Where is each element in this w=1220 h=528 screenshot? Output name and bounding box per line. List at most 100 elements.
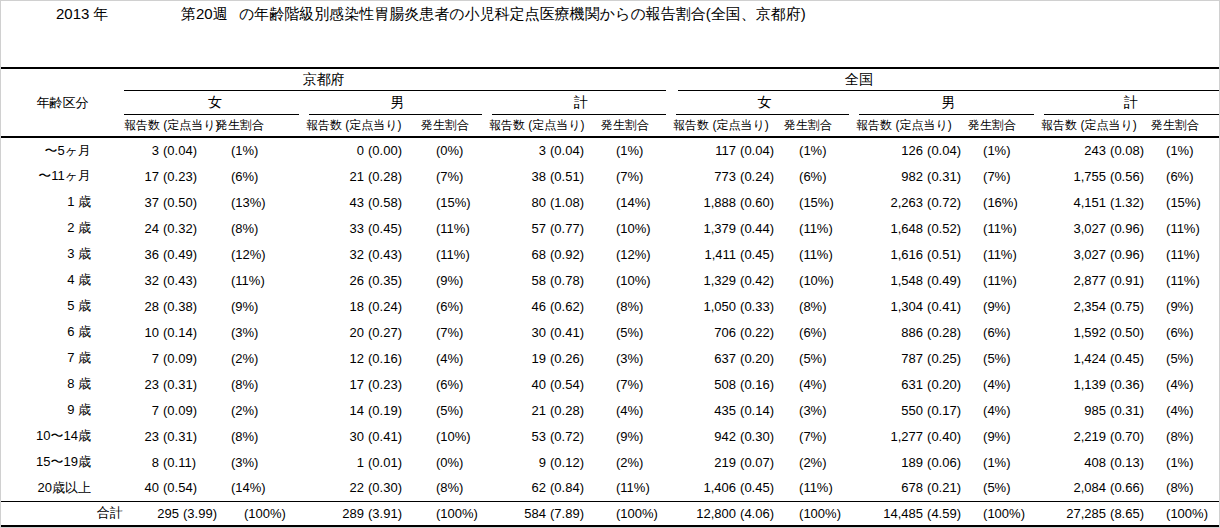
national-female-subheader-count-rate: 報告数 (定点当り): [673, 115, 784, 137]
kyoto-total-per-sentinel-rate: (0.78): [546, 267, 601, 293]
kyoto-male-occurrence-ratio: (6%): [421, 293, 489, 319]
national-female-per-sentinel-rate: (0.20): [736, 345, 784, 371]
kyoto-total-report-count: 9: [489, 449, 546, 475]
kyoto-male-occurrence-ratio: (10%): [421, 423, 489, 449]
national-male-per-sentinel-rate: (0.49): [923, 267, 968, 293]
kyoto-female-subheader-ratio: 発生割合: [216, 115, 306, 137]
title-week: 第20週: [181, 5, 228, 24]
kyoto-male-occurrence-ratio: (0%): [421, 137, 489, 163]
kyoto-male-per-sentinel-rate: (0.01): [364, 449, 421, 475]
kyoto-female-report-count: 24: [124, 215, 159, 241]
national-total-report-count: 1,424: [1041, 345, 1106, 371]
kyoto-male-per-sentinel-rate: (0.45): [364, 215, 421, 241]
kyoto-female-report-count: 295: [124, 501, 159, 526]
table-row: 4 歳32(0.43)(11%)26(0.35)(9%)58(0.78)(10%…: [1, 267, 1220, 293]
national-total-occurrence-ratio: (4%): [1151, 371, 1220, 397]
kyoto-female-occurrence-ratio: (1%): [216, 137, 306, 163]
national-female-occurrence-ratio: (100%): [784, 501, 856, 526]
national-female-report-count: 637: [673, 345, 736, 371]
kyoto-female-per-sentinel-rate: (0.32): [159, 215, 216, 241]
kyoto-female-per-sentinel-rate: (0.50): [159, 189, 216, 215]
count-rate-label: 報告数 (定点当り): [1041, 118, 1137, 132]
national-total-per-sentinel-rate: (0.08): [1106, 137, 1151, 163]
kyoto-female-occurrence-ratio: (3%): [216, 319, 306, 345]
national-total-report-count: 3,027: [1041, 215, 1106, 241]
national-male-report-count: 1,648: [856, 215, 923, 241]
national-total-report-count: 4,151: [1041, 189, 1106, 215]
kyoto-total-report-count: 30: [489, 319, 546, 345]
table-body: 〜5ヶ月3(0.04)(1%)0(0.00)(0%)3(0.04)(1%)117…: [1, 137, 1220, 526]
kyoto-male-report-count: 12: [306, 345, 364, 371]
kyoto-total-report-count: 19: [489, 345, 546, 371]
national-male-per-sentinel-rate: (0.17): [923, 397, 968, 423]
national-male-report-count: 678: [856, 475, 923, 501]
count-rate-label: 報告数 (定点当り): [124, 118, 220, 132]
national-female-occurrence-ratio: (11%): [784, 241, 856, 267]
gender-header-national-female: 女: [673, 91, 856, 115]
kyoto-male-per-sentinel-rate: (0.30): [364, 475, 421, 501]
kyoto-total-per-sentinel-rate: (0.41): [546, 319, 601, 345]
kyoto-male-report-count: 26: [306, 267, 364, 293]
region-label-kyoto: 京都府: [303, 71, 345, 87]
gender-label: 女: [758, 94, 772, 110]
national-female-per-sentinel-rate: (0.42): [736, 267, 784, 293]
national-male-report-count: 631: [856, 371, 923, 397]
table-row: 20歳以上40(0.54)(14%)22(0.30)(8%)62(0.84)(1…: [1, 475, 1220, 501]
kyoto-total-occurrence-ratio: (10%): [601, 215, 673, 241]
table-row: 9 歳7(0.09)(2%)14(0.19)(5%)21(0.28)(4%)43…: [1, 397, 1220, 423]
national-male-report-count: 14,485: [856, 501, 923, 526]
kyoto-female-report-count: 7: [124, 345, 159, 371]
national-male-report-count: 982: [856, 163, 923, 189]
kyoto-female-per-sentinel-rate: (0.11): [159, 449, 216, 475]
national-female-report-count: 1,888: [673, 189, 736, 215]
age-label: 10〜14歳: [1, 423, 124, 449]
age-label: 1 歳: [1, 189, 124, 215]
national-total-subheader-count-rate: 報告数 (定点当り): [1041, 115, 1151, 137]
national-male-occurrence-ratio: (9%): [968, 293, 1041, 319]
kyoto-male-subheader-ratio: 発生割合: [421, 115, 489, 137]
kyoto-female-occurrence-ratio: (11%): [216, 267, 306, 293]
kyoto-total-report-count: 38: [489, 163, 546, 189]
ratio-label: 発生割合: [968, 118, 1016, 132]
count-rate-label: 報告数 (定点当り): [856, 118, 952, 132]
national-female-per-sentinel-rate: (0.30): [736, 423, 784, 449]
national-total-per-sentinel-rate: (0.75): [1106, 293, 1151, 319]
kyoto-male-occurrence-ratio: (0%): [421, 449, 489, 475]
kyoto-total-per-sentinel-rate: (0.54): [546, 371, 601, 397]
national-male-report-count: 787: [856, 345, 923, 371]
national-female-report-count: 942: [673, 423, 736, 449]
national-female-occurrence-ratio: (8%): [784, 293, 856, 319]
national-total-occurrence-ratio: (6%): [1151, 319, 1220, 345]
national-male-per-sentinel-rate: (0.72): [923, 189, 968, 215]
kyoto-male-occurrence-ratio: (8%): [421, 475, 489, 501]
national-male-per-sentinel-rate: (0.04): [923, 137, 968, 163]
national-female-occurrence-ratio: (11%): [784, 475, 856, 501]
national-male-occurrence-ratio: (1%): [968, 137, 1041, 163]
report-title: 2013 年 第20週 の年齢階級別感染性胃腸炎患者の小児科定点医療機関からの報…: [1, 5, 1219, 29]
kyoto-female-report-count: 36: [124, 241, 159, 267]
region-header-kyoto: 京都府: [124, 68, 673, 91]
kyoto-total-per-sentinel-rate: (0.92): [546, 241, 601, 267]
national-male-report-count: 189: [856, 449, 923, 475]
ratio-label: 発生割合: [601, 118, 649, 132]
national-total-occurrence-ratio: (11%): [1151, 215, 1220, 241]
national-total-per-sentinel-rate: (0.45): [1106, 345, 1151, 371]
region-label-national: 全国: [845, 71, 873, 87]
kyoto-total-report-count: 40: [489, 371, 546, 397]
national-female-report-count: 1,411: [673, 241, 736, 267]
national-female-occurrence-ratio: (15%): [784, 189, 856, 215]
national-female-report-count: 773: [673, 163, 736, 189]
kyoto-female-report-count: 32: [124, 267, 159, 293]
kyoto-female-per-sentinel-rate: (0.04): [159, 137, 216, 163]
kyoto-female-occurrence-ratio: (13%): [216, 189, 306, 215]
national-female-per-sentinel-rate: (4.06): [736, 501, 784, 526]
national-male-per-sentinel-rate: (0.06): [923, 449, 968, 475]
national-female-report-count: 1,379: [673, 215, 736, 241]
kyoto-male-subheader-count-rate: 報告数 (定点当り): [306, 115, 421, 137]
kyoto-total-report-count: 3: [489, 137, 546, 163]
kyoto-male-occurrence-ratio: (11%): [421, 215, 489, 241]
kyoto-male-occurrence-ratio: (5%): [421, 397, 489, 423]
national-total-report-count: 243: [1041, 137, 1106, 163]
kyoto-total-per-sentinel-rate: (0.12): [546, 449, 601, 475]
age-label: 9 歳: [1, 397, 124, 423]
